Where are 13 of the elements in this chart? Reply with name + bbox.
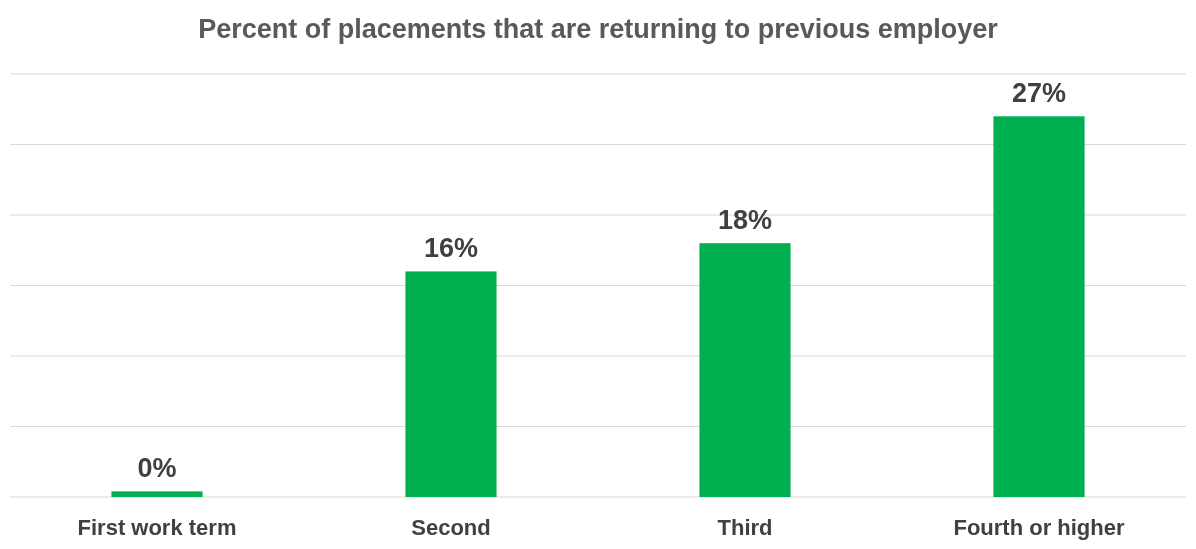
data-label: 16% bbox=[423, 233, 479, 264]
bar bbox=[405, 271, 497, 497]
x-tick-label: Third bbox=[717, 515, 773, 540]
data-label: 0% bbox=[137, 453, 177, 484]
data-label: 27% bbox=[1011, 78, 1067, 109]
x-tick-label: Fourth or higher bbox=[953, 515, 1125, 540]
x-tick-label: First work term bbox=[77, 515, 237, 540]
bar bbox=[699, 243, 791, 497]
x-tick-label: Second bbox=[411, 515, 491, 540]
bar bbox=[111, 491, 203, 497]
chart-title: Percent of placements that are returning to previous employer bbox=[198, 14, 999, 44]
bar bbox=[993, 116, 1085, 497]
data-label: 18% bbox=[717, 205, 773, 236]
